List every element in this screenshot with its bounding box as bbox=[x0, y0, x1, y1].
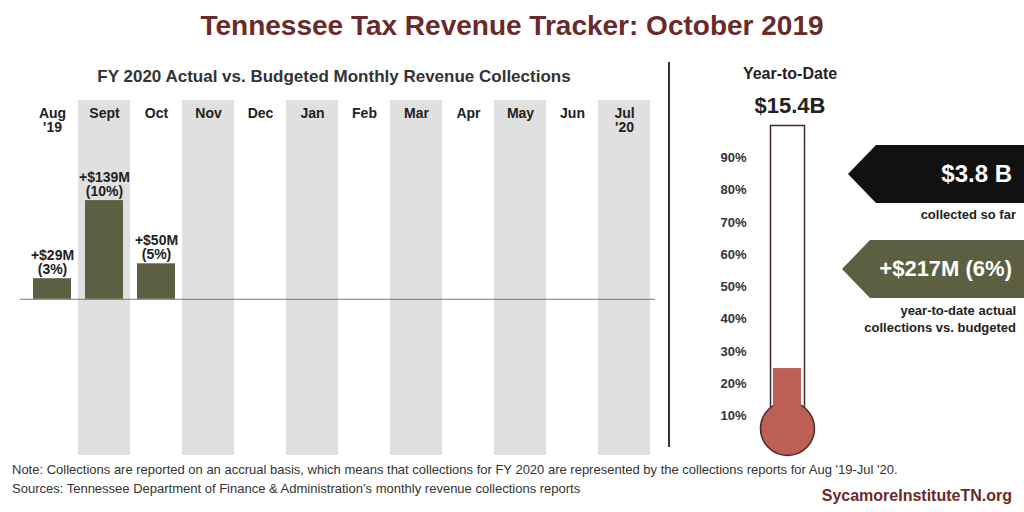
svg-text:+$139M(10%): +$139M(10%) bbox=[79, 169, 130, 199]
svg-text:Jan: Jan bbox=[300, 105, 324, 121]
html-text:+$217M (6%): +$217M (6%) bbox=[879, 256, 1012, 281]
svg-text:Aug'19: Aug'19 bbox=[39, 105, 66, 135]
html-text:SycamoreInstituteTN.org: SycamoreInstituteTN.org bbox=[821, 487, 1012, 504]
html-text:$3.8 B: $3.8 B bbox=[941, 160, 1012, 187]
svg-text:Mar: Mar bbox=[404, 105, 429, 121]
svg-text:70%: 70% bbox=[720, 215, 746, 230]
svg-text:May: May bbox=[507, 105, 534, 121]
html-text:year-to-date actual collection: year-to-date actual collections vs. budg… bbox=[864, 303, 1016, 335]
html-text:Sources: Tennessee Department: Sources: Tennessee Department of Finance… bbox=[12, 481, 581, 496]
html-text:Tennessee Tax Revenue Tracker:: Tennessee Tax Revenue Tracker: October 2… bbox=[200, 10, 824, 41]
html-text:Year-to-Date: Year-to-Date bbox=[742, 65, 838, 82]
svg-text:Feb: Feb bbox=[352, 105, 377, 121]
svg-text:10%: 10% bbox=[720, 408, 746, 423]
svg-text:20%: 20% bbox=[720, 376, 746, 391]
svg-text:Apr: Apr bbox=[456, 105, 481, 121]
svg-text:40%: 40% bbox=[720, 311, 746, 326]
svg-text:Oct: Oct bbox=[145, 105, 169, 121]
html-text:Note: Collections are reported: Note: Collections are reported on an acc… bbox=[12, 462, 898, 477]
html-text:FY 2020 Actual vs. Budgeted Mo: FY 2020 Actual vs. Budgeted Monthly Reve… bbox=[97, 67, 571, 86]
svg-text:+$29M(3%): +$29M(3%) bbox=[31, 247, 74, 277]
svg-text:+$50M(5%): +$50M(5%) bbox=[135, 232, 178, 262]
html-text:$15.4B: $15.4B bbox=[754, 93, 826, 118]
svg-text:90%: 90% bbox=[720, 150, 746, 165]
svg-text:60%: 60% bbox=[720, 247, 746, 262]
svg-text:Dec: Dec bbox=[248, 105, 274, 121]
html-text:collected so far: collected so far bbox=[920, 207, 1016, 222]
svg-text:Nov: Nov bbox=[195, 105, 222, 121]
svg-text:Jun: Jun bbox=[560, 105, 585, 121]
svg-text:Jul'20: Jul'20 bbox=[614, 105, 634, 135]
svg-text:Sept: Sept bbox=[89, 105, 120, 121]
svg-text:80%: 80% bbox=[720, 182, 746, 197]
svg-text:30%: 30% bbox=[720, 344, 746, 359]
svg-text:50%: 50% bbox=[720, 279, 746, 294]
